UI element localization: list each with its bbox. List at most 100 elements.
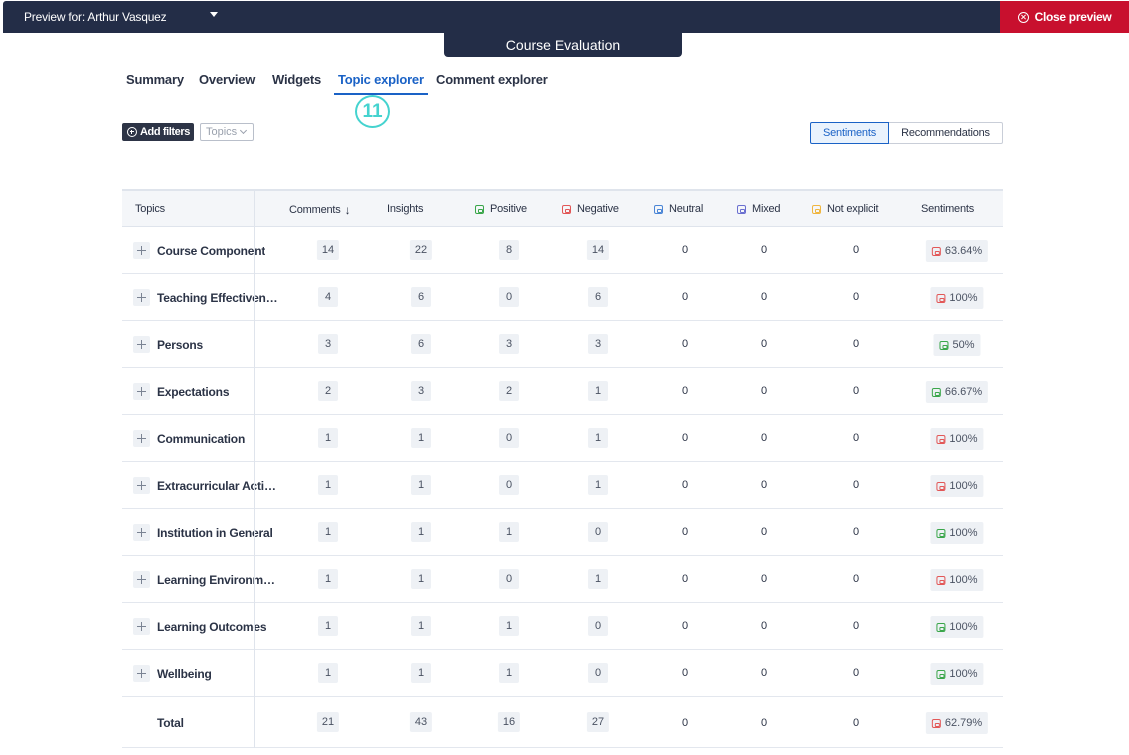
mixed-count: 0 (760, 338, 768, 350)
table-row[interactable]: Expectations 2 3 2 1 0 0 0 66.67% (122, 368, 1003, 415)
positive-sentiment-icon (939, 340, 949, 350)
sentiment-share-badge: 62.79% (925, 712, 989, 734)
table-row[interactable]: Course Component 14 22 8 14 0 0 0 63.64% (122, 227, 1003, 274)
table-row[interactable]: Learning Outcomes 1 1 1 0 0 0 0 100% (122, 603, 1003, 650)
header-positive-label: Positive (490, 203, 527, 215)
sentiment-share-badge: 63.64% (925, 240, 989, 262)
negative-count: 1 (588, 569, 608, 589)
expand-plus-icon[interactable] (133, 289, 150, 306)
topics-filter-select[interactable]: Topics (200, 123, 254, 141)
sort-down-icon[interactable]: ↓ (344, 203, 351, 217)
sentiment-share-badge: 100% (930, 569, 984, 591)
column-divider (254, 189, 255, 748)
sentiment-share-value: 100% (949, 574, 978, 586)
insights-count: 6 (411, 334, 431, 354)
sentiment-share-value: 50% (952, 339, 975, 351)
add-filters-label: Add filters (140, 126, 190, 138)
sentiments-toggle-button[interactable]: Sentiments (810, 122, 889, 144)
close-preview-label: Close preview (1034, 10, 1112, 24)
preview-bar: Preview for: Arthur Vasquez Close previe… (0, 0, 1129, 33)
positive-count: 16 (497, 712, 521, 732)
positive-sentiment-icon (936, 669, 946, 679)
expand-plus-icon[interactable] (133, 383, 150, 400)
not-explicit-count: 0 (852, 479, 860, 491)
table-row[interactable]: Communication 1 1 0 1 0 0 0 100% (122, 415, 1003, 462)
sentiment-share-badge: 100% (930, 616, 984, 638)
tab-comment-explorer[interactable]: Comment explorer (436, 72, 548, 87)
not-explicit-count: 0 (852, 667, 860, 679)
sentiment-share-badge: 100% (930, 522, 984, 544)
tab-widgets[interactable]: Widgets (272, 72, 322, 87)
positive-count: 0 (499, 569, 519, 589)
sentiment-share-value: 100% (949, 480, 978, 492)
tab-overview[interactable]: Overview (199, 72, 256, 87)
not-explicit-sentiment-icon (812, 204, 821, 214)
header-neutral-label: Neutral (669, 203, 704, 215)
mixed-count: 0 (760, 526, 768, 538)
expand-plus-icon[interactable] (133, 477, 150, 494)
neutral-count: 0 (681, 620, 689, 632)
caret-down-icon[interactable] (210, 12, 218, 17)
recommendations-toggle-button[interactable]: Recommendations (889, 122, 1003, 144)
header-neutral: Neutral (654, 203, 703, 215)
table-row[interactable]: Institution in General 1 1 1 0 0 0 0 100% (122, 509, 1003, 556)
expand-plus-icon[interactable] (133, 665, 150, 682)
comments-count: 1 (318, 616, 338, 636)
table-row[interactable]: Persons 3 6 3 3 0 0 0 50% (122, 321, 1003, 368)
expand-plus-icon[interactable] (133, 336, 150, 353)
add-filters-button[interactable]: Add filters (122, 123, 194, 141)
step-marker: 11 (355, 95, 390, 128)
positive-count: 3 (499, 334, 519, 354)
table-row[interactable]: Wellbeing 1 1 1 0 0 0 0 100% (122, 650, 1003, 697)
close-preview-button[interactable]: Close preview (1000, 1, 1129, 33)
header-not-explicit-label: Not explicit (827, 203, 879, 215)
positive-count: 0 (499, 287, 519, 307)
positive-count: 2 (499, 381, 519, 401)
neutral-count: 0 (681, 479, 689, 491)
tab-summary[interactable]: Summary (126, 72, 184, 87)
topics-filter-placeholder: Topics (206, 126, 238, 138)
mixed-count: 0 (760, 620, 768, 632)
table-row[interactable]: Learning Environment 1 1 0 1 0 0 0 100% (122, 556, 1003, 603)
insights-count: 6 (411, 287, 431, 307)
mixed-count: 0 (760, 479, 768, 491)
sentiment-share-value: 63.64% (944, 245, 983, 257)
positive-sentiment-icon (475, 204, 484, 214)
insights-count: 1 (411, 616, 431, 636)
chevron-down-icon (240, 126, 248, 135)
comments-count: 14 (316, 240, 340, 260)
header-topics: Topics (135, 203, 165, 215)
expand-plus-icon[interactable] (133, 618, 150, 635)
table-row[interactable]: Teaching Effectiveness 4 6 0 6 0 0 0 100% (122, 274, 1003, 321)
sentiment-share-value: 100% (949, 668, 978, 680)
table-header: Topics Comments ↓ Insights Positive Negat… (122, 189, 1003, 227)
positive-sentiment-icon (931, 387, 941, 397)
table-row[interactable]: Extracurricular Activities 1 1 0 1 0 0 0 100% (122, 462, 1003, 509)
sentiment-share-badge: 100% (930, 287, 984, 309)
not-explicit-count: 0 (852, 717, 860, 729)
insights-count: 1 (411, 569, 431, 589)
not-explicit-count: 0 (852, 620, 860, 632)
sentiment-share-badge: 100% (930, 663, 984, 685)
insights-count: 1 (411, 475, 431, 495)
sentiment-share-value: 100% (949, 433, 978, 445)
mixed-sentiment-icon (737, 204, 746, 214)
mixed-count: 0 (760, 244, 768, 256)
negative-count: 1 (588, 475, 608, 495)
topic-name: Learning Environment (157, 573, 279, 587)
expand-plus-icon[interactable] (133, 524, 150, 541)
neutral-sentiment-icon (654, 204, 663, 214)
positive-count: 1 (499, 663, 519, 683)
insights-count: 1 (411, 663, 431, 683)
topic-name: Persons (157, 338, 203, 352)
tab-topic-explorer[interactable]: Topic explorer (334, 70, 428, 95)
table-total-row: Total 21 43 16 27 0 0 0 62.79% (122, 697, 1003, 748)
expand-plus-icon[interactable] (133, 571, 150, 588)
expand-plus-icon[interactable] (133, 242, 150, 259)
preview-user-select[interactable]: Preview for: Arthur Vasquez (24, 10, 167, 24)
negative-count: 1 (588, 428, 608, 448)
neutral-count: 0 (681, 573, 689, 585)
header-comments[interactable]: Comments ↓ (289, 203, 351, 217)
not-explicit-count: 0 (852, 526, 860, 538)
expand-plus-icon[interactable] (133, 430, 150, 447)
